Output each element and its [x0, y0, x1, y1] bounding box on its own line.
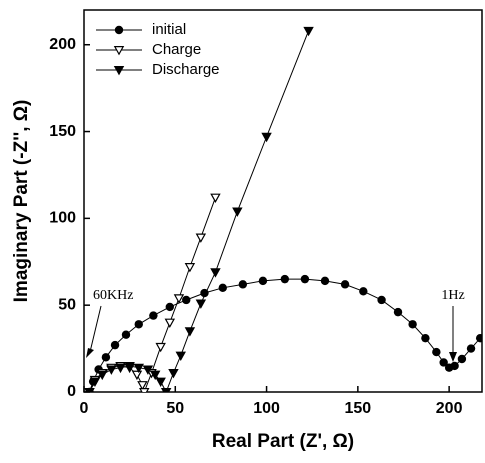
marker — [113, 46, 125, 56]
marker — [137, 381, 148, 391]
x-tick-label: 0 — [80, 400, 89, 417]
annotation: 60KHz — [93, 288, 133, 303]
marker — [97, 370, 108, 381]
marker — [195, 233, 207, 243]
marker — [133, 363, 144, 374]
marker — [232, 207, 243, 217]
x-tick-label: 200 — [436, 400, 463, 417]
marker — [408, 320, 417, 329]
marker — [359, 287, 368, 296]
series-line — [89, 278, 481, 392]
plot-frame — [83, 9, 483, 393]
marker — [173, 294, 185, 304]
marker — [303, 26, 314, 37]
marker — [393, 307, 403, 317]
x-tick-label: 150 — [345, 400, 372, 417]
marker — [142, 365, 154, 375]
marker — [457, 354, 467, 364]
marker — [320, 276, 330, 286]
marker — [165, 302, 175, 312]
marker — [210, 268, 221, 278]
arrow-head — [86, 348, 94, 358]
x-axis-title: Real Part (Z', Ω) — [212, 431, 354, 452]
marker — [258, 276, 268, 286]
marker — [466, 344, 476, 353]
y-tick-label: 100 — [49, 210, 76, 227]
marker — [261, 132, 272, 143]
marker — [450, 361, 459, 371]
marker — [149, 311, 158, 320]
marker — [155, 377, 166, 388]
marker — [210, 193, 221, 203]
marker — [218, 283, 227, 293]
y-tick-label: 200 — [49, 36, 76, 53]
y-tick-label: 50 — [58, 296, 76, 313]
marker — [115, 363, 126, 374]
legend-label: initial — [152, 21, 186, 38]
marker — [114, 25, 124, 35]
marker — [182, 295, 191, 305]
plot-area — [84, 26, 482, 392]
marker — [134, 320, 143, 329]
marker — [84, 388, 95, 392]
y-tick-label: 150 — [49, 123, 76, 140]
marker — [340, 280, 350, 289]
legend-label: Discharge — [152, 61, 220, 78]
marker — [300, 274, 310, 284]
marker — [432, 347, 441, 357]
marker — [164, 318, 176, 328]
y-axis-title: Imaginary Part (-Z'', Ω) — [11, 100, 32, 303]
marker — [121, 330, 131, 339]
marker — [421, 333, 430, 343]
marker — [475, 333, 482, 343]
marker — [89, 377, 101, 388]
marker — [175, 351, 186, 361]
marker — [184, 263, 196, 273]
marker — [124, 361, 135, 372]
marker — [131, 370, 143, 381]
marker — [160, 388, 172, 392]
marker — [168, 368, 179, 379]
marker — [377, 295, 386, 305]
x-tick-label: 50 — [166, 400, 184, 417]
legend-label: Charge — [152, 41, 201, 58]
marker — [238, 280, 248, 289]
marker — [184, 327, 196, 337]
marker — [195, 299, 207, 309]
marker — [101, 353, 111, 362]
annotation: 1Hz — [441, 288, 464, 303]
y-tick-label: 0 — [67, 383, 76, 400]
marker — [155, 342, 166, 353]
marker — [113, 66, 125, 76]
marker — [106, 365, 117, 375]
marker — [149, 370, 161, 381]
x-tick-label: 100 — [253, 400, 280, 417]
marker — [439, 358, 448, 367]
marker — [280, 274, 290, 284]
marker — [110, 340, 120, 350]
arrow-head — [449, 352, 457, 362]
annotation-arrow — [89, 305, 102, 353]
marker — [139, 388, 150, 392]
